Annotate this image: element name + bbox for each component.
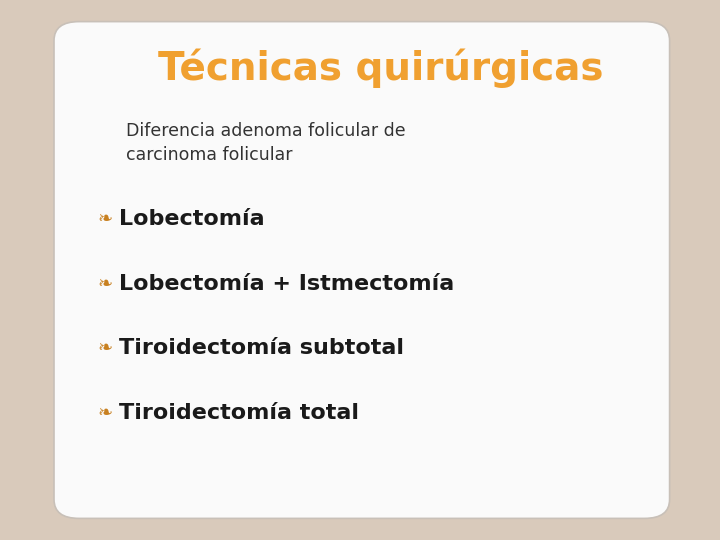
Text: ❧: ❧ [97,404,112,422]
Text: Tiroidectomía subtotal: Tiroidectomía subtotal [119,338,404,359]
FancyBboxPatch shape [54,22,670,518]
Text: Técnicas quirúrgicas: Técnicas quirúrgicas [158,49,604,88]
Text: ❧: ❧ [97,210,112,228]
Text: Lobectomía: Lobectomía [119,208,264,229]
Text: ❧: ❧ [97,339,112,357]
Text: Diferencia adenoma folicular de
carcinoma folicular: Diferencia adenoma folicular de carcinom… [126,122,405,165]
Text: Tiroidectomía total: Tiroidectomía total [119,403,359,423]
Text: ❧: ❧ [97,274,112,293]
Text: Lobectomía + Istmectomía: Lobectomía + Istmectomía [119,273,454,294]
